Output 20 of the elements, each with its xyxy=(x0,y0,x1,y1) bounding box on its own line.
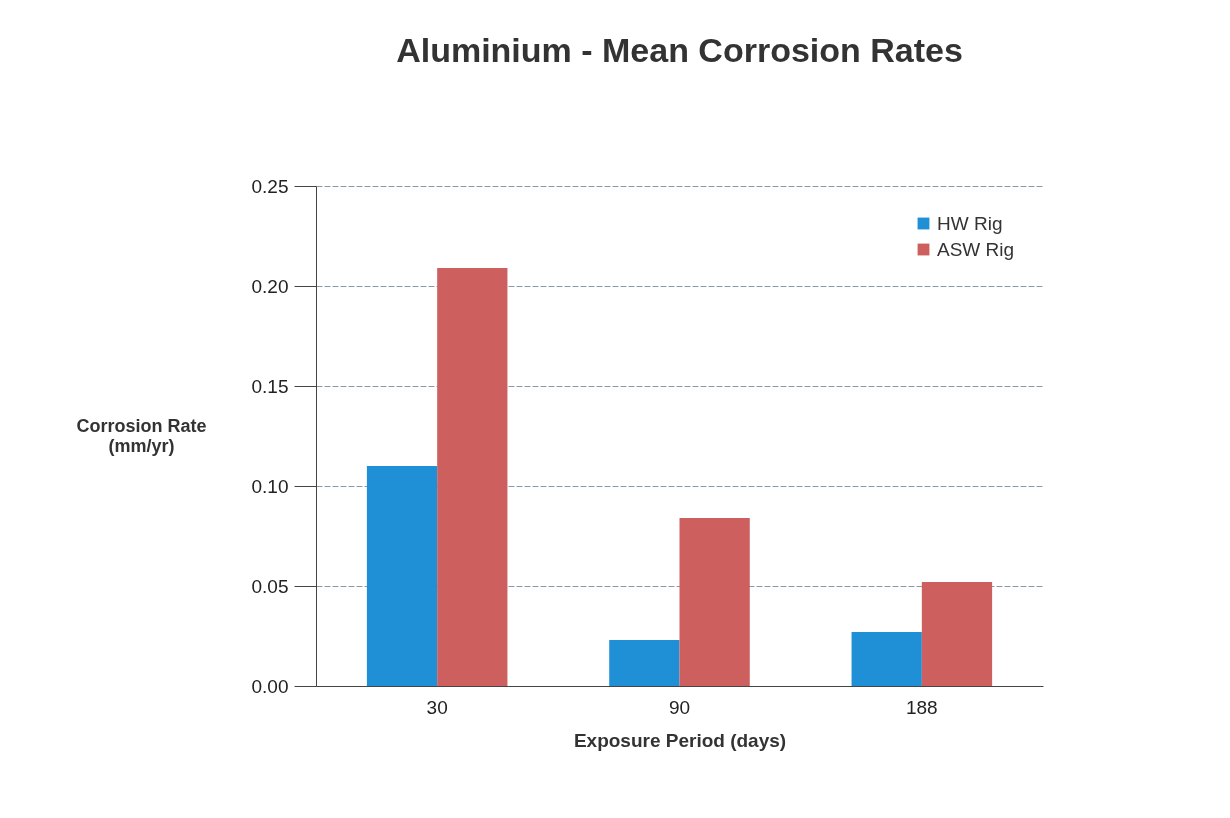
y-tick-label: 0.00 xyxy=(251,675,289,697)
x-tick-label: 30 xyxy=(426,696,448,718)
y-tick-label: 0.15 xyxy=(251,375,289,397)
chart-title: Aluminium - Mean Corrosion Rates xyxy=(396,31,963,69)
x-axis-title: Exposure Period (days) xyxy=(573,729,787,751)
y-axis-title: Corrosion Rate (mm/yr) xyxy=(76,415,207,456)
legend-label: HW Rig xyxy=(937,212,1003,234)
x-tick-label: 90 xyxy=(668,696,691,718)
legend-label: ASW Rig xyxy=(937,238,1015,260)
x-tick-label: 188 xyxy=(905,696,938,718)
y-tick-label: 0.05 xyxy=(251,575,289,597)
bar xyxy=(679,518,750,686)
bar xyxy=(609,640,680,686)
bar xyxy=(851,632,922,686)
bar xyxy=(437,268,508,686)
bar xyxy=(366,466,438,686)
bar xyxy=(921,582,993,686)
y-tick-label: 0.10 xyxy=(251,475,289,497)
y-tick-label: 0.20 xyxy=(251,275,289,297)
y-tick-label: 0.25 xyxy=(251,175,289,197)
